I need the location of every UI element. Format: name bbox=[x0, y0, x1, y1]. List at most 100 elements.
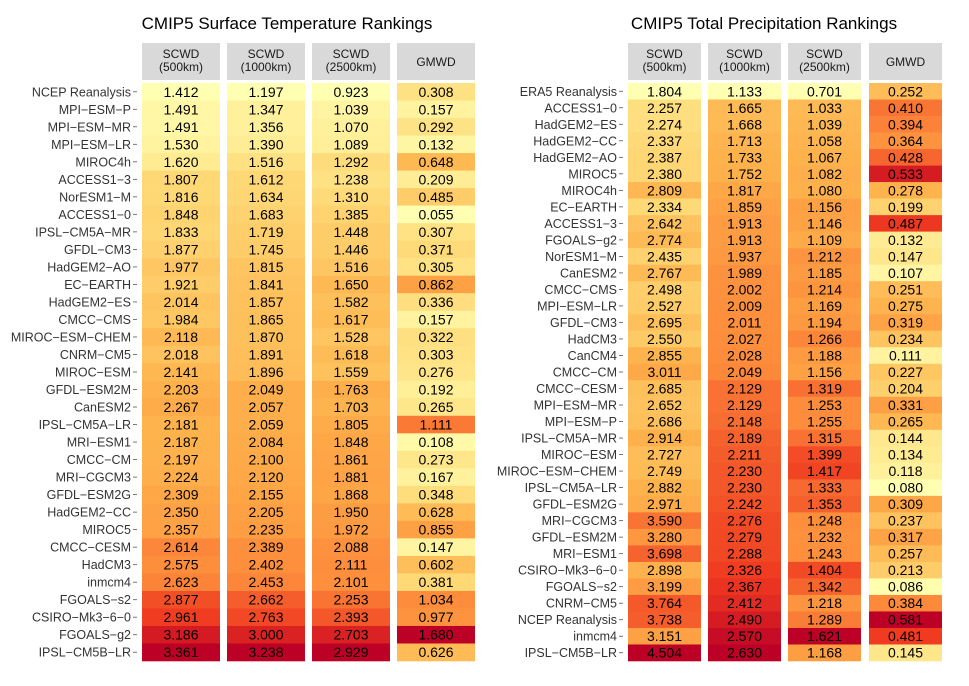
heatmap-cell bbox=[628, 479, 701, 497]
cell-value: 1.582 bbox=[333, 294, 368, 310]
heatmap-cell bbox=[788, 644, 861, 662]
heatmap-cell bbox=[788, 446, 861, 464]
cell-value: 2.882 bbox=[647, 480, 682, 496]
cell-value: 2.049 bbox=[248, 382, 283, 398]
cell-value: 1.891 bbox=[248, 346, 283, 362]
cell-value: 0.132 bbox=[888, 232, 923, 248]
heatmap-cell bbox=[312, 293, 390, 311]
row-label: HadGEM2−AO bbox=[47, 260, 131, 274]
heatmap-cell bbox=[869, 182, 942, 199]
heatmap-cell bbox=[397, 573, 475, 592]
cell-value: 1.255 bbox=[807, 414, 842, 430]
heatmap-cell bbox=[628, 396, 701, 414]
heatmap-cell bbox=[788, 545, 861, 563]
cell-value: 1.212 bbox=[807, 248, 842, 264]
row-label: ACCESS1−0 bbox=[58, 208, 131, 222]
heatmap-cell bbox=[788, 413, 861, 431]
cell-value: 1.612 bbox=[248, 171, 283, 187]
heatmap-cell bbox=[312, 275, 390, 294]
cell-value: 2.120 bbox=[248, 469, 283, 485]
cell-value: 2.898 bbox=[647, 562, 682, 578]
heatmap-cell bbox=[312, 345, 390, 364]
cell-value: 0.485 bbox=[418, 189, 453, 205]
heatmap-cell bbox=[628, 578, 701, 596]
column-header-bg bbox=[628, 43, 701, 80]
heatmap-cell bbox=[628, 182, 701, 199]
cell-value: 1.950 bbox=[333, 504, 368, 520]
row-label: IPSL−CM5B−LR bbox=[39, 646, 131, 660]
cell-value: 2.727 bbox=[647, 447, 682, 463]
row-label: FGOALS−s2 bbox=[546, 580, 617, 594]
cell-value: 1.292 bbox=[333, 154, 368, 170]
cell-value: 0.265 bbox=[888, 414, 923, 430]
heatmap-cell bbox=[788, 182, 861, 199]
heatmap-cell bbox=[312, 380, 390, 399]
cell-value: 2.011 bbox=[728, 314, 762, 330]
cell-value: 1.984 bbox=[163, 311, 198, 327]
heatmap-cell bbox=[869, 363, 942, 381]
row-label: MIROC4h bbox=[561, 184, 617, 198]
heatmap-cell bbox=[397, 293, 475, 311]
cell-value: 3.590 bbox=[647, 513, 682, 529]
column-header-label: GMWD bbox=[886, 55, 926, 69]
heatmap-cell bbox=[628, 281, 701, 298]
heatmap-cell bbox=[227, 170, 305, 189]
heatmap-cell bbox=[788, 149, 861, 166]
cell-value: 1.868 bbox=[333, 487, 368, 503]
heatmap-cell bbox=[227, 310, 305, 329]
heatmap-cell bbox=[708, 297, 781, 315]
heatmap-cell bbox=[227, 625, 305, 644]
heatmap-cell bbox=[788, 578, 861, 596]
heatmap-cell bbox=[708, 264, 781, 282]
cell-value: 2.118 bbox=[164, 329, 198, 345]
cell-value: 1.194 bbox=[807, 314, 842, 330]
cell-value: 0.371 bbox=[418, 241, 453, 257]
heatmap-cell bbox=[142, 450, 220, 469]
heatmap-cell bbox=[312, 450, 390, 469]
heatmap-cell bbox=[708, 594, 781, 612]
heatmap-cell bbox=[397, 310, 475, 329]
cell-value: 0.107 bbox=[888, 265, 923, 281]
heatmap-cell bbox=[397, 485, 475, 504]
cell-value: 2.767 bbox=[647, 265, 682, 281]
cell-value: 0.317 bbox=[888, 529, 923, 545]
heatmap-cell bbox=[788, 462, 861, 480]
cell-value: 0.855 bbox=[418, 522, 453, 538]
cell-value: 1.033 bbox=[807, 100, 842, 116]
cell-value: 2.027 bbox=[727, 331, 762, 347]
heatmap-cell bbox=[628, 314, 701, 332]
heatmap-cell bbox=[869, 396, 942, 414]
heatmap-cell bbox=[142, 205, 220, 224]
row-label: NorESM1−M bbox=[59, 190, 131, 204]
cell-value: 2.203 bbox=[163, 382, 198, 398]
cell-value: 1.703 bbox=[333, 399, 368, 415]
column-header-bg bbox=[227, 43, 305, 80]
heatmap-cell bbox=[397, 345, 475, 364]
cell-value: 1.683 bbox=[248, 206, 283, 222]
cell-value: 0.862 bbox=[418, 276, 453, 292]
row-label: CNRM−CM5 bbox=[60, 348, 131, 362]
heatmap-cell bbox=[628, 363, 701, 381]
row-label: FGOALS−g2 bbox=[545, 233, 617, 247]
row-label: HadGEM2−ES bbox=[535, 118, 617, 132]
heatmap-cell bbox=[628, 264, 701, 282]
row-label: HadGEM2−AO bbox=[533, 151, 617, 165]
heatmap-cell bbox=[788, 363, 861, 381]
heatmap-cell bbox=[142, 363, 220, 382]
cell-value: 1.448 bbox=[333, 224, 368, 240]
cell-value: 2.652 bbox=[647, 397, 682, 413]
row-label: HadGEM2−CC bbox=[47, 506, 131, 520]
cell-value: 1.319 bbox=[807, 381, 842, 397]
heatmap-cell bbox=[397, 503, 475, 522]
heatmap-cell bbox=[227, 100, 305, 119]
row-label: IPSL−CM5A−LR bbox=[525, 481, 617, 495]
cell-value: 0.108 bbox=[418, 434, 453, 450]
cell-value: 1.668 bbox=[727, 116, 762, 132]
cell-value: 0.309 bbox=[888, 496, 923, 512]
heatmap-cell bbox=[628, 231, 701, 249]
cell-value: 2.309 bbox=[163, 487, 198, 503]
cell-value: 0.118 bbox=[889, 463, 923, 479]
row-label: MPI−ESM−LR bbox=[51, 138, 131, 152]
cell-value: 0.234 bbox=[888, 331, 923, 347]
heatmap-cell bbox=[708, 182, 781, 199]
